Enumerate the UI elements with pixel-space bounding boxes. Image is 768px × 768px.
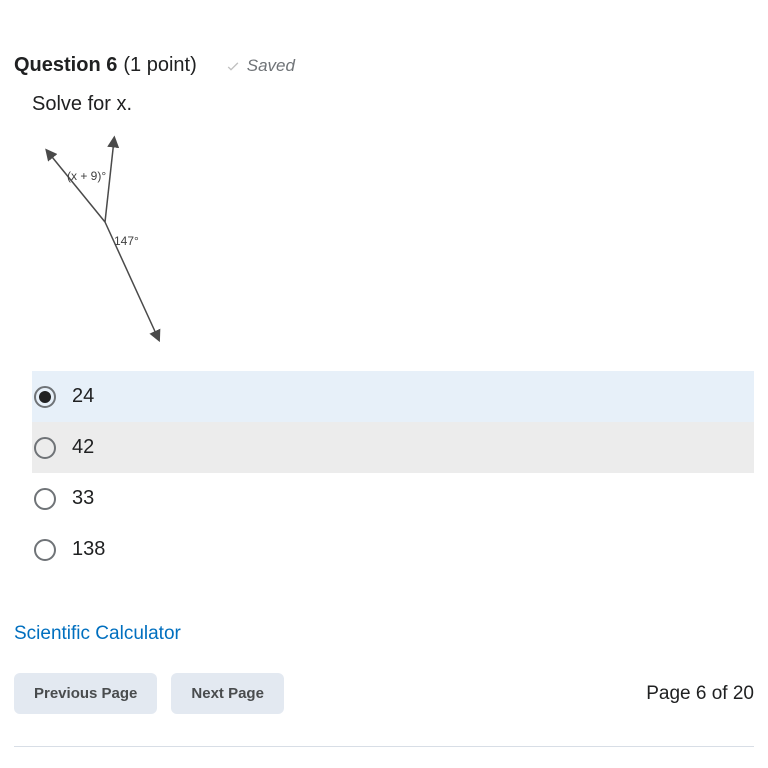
question-points: (1 point): [123, 54, 196, 77]
question-prompt: Solve for x.: [32, 93, 754, 116]
divider: [14, 746, 754, 747]
saved-indicator: Saved: [225, 56, 295, 76]
option-label: 42: [72, 436, 94, 459]
option-0[interactable]: 24: [32, 371, 754, 422]
question-header: Question 6 (1 point) Saved: [14, 54, 754, 77]
scientific-calculator-link[interactable]: Scientific Calculator: [14, 623, 754, 645]
angle2-label: 147°: [114, 234, 139, 248]
answer-options: 24 42 33 138: [32, 371, 754, 575]
option-label: 33: [72, 487, 94, 510]
previous-page-button[interactable]: Previous Page: [14, 673, 157, 714]
option-label: 24: [72, 385, 94, 408]
page-indicator: Page 6 of 20: [646, 683, 754, 705]
page-buttons: Previous Page Next Page: [14, 673, 284, 714]
angle1-label: (x + 9)°: [67, 169, 106, 183]
saved-label: Saved: [247, 56, 295, 76]
radio-icon: [34, 488, 56, 510]
radio-icon: [34, 386, 56, 408]
angle-diagram: (x + 9)° 147°: [32, 134, 754, 349]
next-page-button[interactable]: Next Page: [171, 673, 284, 714]
option-1[interactable]: 42: [32, 422, 754, 473]
radio-icon: [34, 437, 56, 459]
question-title: Question 6: [14, 54, 117, 77]
check-icon: [225, 58, 241, 74]
option-label: 138: [72, 538, 105, 561]
option-2[interactable]: 33: [32, 473, 754, 524]
pagination: Previous Page Next Page Page 6 of 20: [14, 673, 754, 714]
option-3[interactable]: 138: [32, 524, 754, 575]
radio-icon: [34, 539, 56, 561]
